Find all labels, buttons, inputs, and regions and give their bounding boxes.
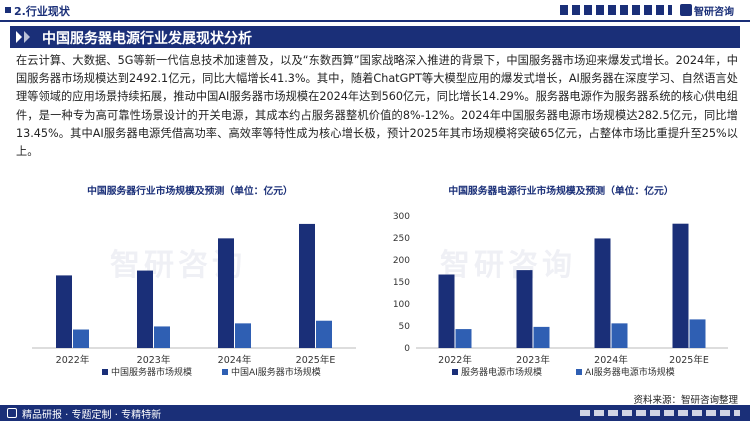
- bar-total: [672, 223, 689, 348]
- chart-title: 中国服务器电源行业市场规模及预测（单位：亿元）: [448, 184, 673, 197]
- bar-ai: [154, 326, 170, 348]
- section-marker-icon: [5, 7, 11, 13]
- bar-total: [516, 270, 533, 348]
- bar-ai: [235, 323, 251, 348]
- x-tick-label: 2022年: [56, 354, 90, 366]
- title-banner: 中国服务器电源行业发展现状分析: [10, 26, 740, 48]
- body-paragraph: 在云计算、大数据、5G等新一代信息技术加速普及，以及“东数西算”国家战略深入推进…: [16, 54, 738, 159]
- chart-svg: 中国服务器行业市场规模及预测（单位：亿元） 2022年 2023年 2024年 2025…: [32, 184, 356, 378]
- y-tick-label: 0: [404, 344, 410, 354]
- y-tick-label: 50: [399, 322, 411, 332]
- chart-server-power-market: 中国服务器电源行业市场规模及预测（单位：亿元） 0 50 100 150 200 250 30…: [380, 180, 742, 390]
- legend-label: 服务器电源市场规模: [461, 366, 542, 378]
- bar-ai: [533, 326, 550, 348]
- legend-swatch: [576, 369, 582, 375]
- legend-swatch: [222, 369, 228, 375]
- bar-ai: [455, 329, 472, 348]
- page-title: 中国服务器电源行业发展现状分析: [42, 31, 252, 47]
- x-tick-label: 2022年: [438, 354, 472, 366]
- bar-total: [218, 238, 234, 348]
- logo-text: 智研咨询: [694, 7, 734, 18]
- bar-ai: [611, 323, 628, 348]
- footer-bar: 精品研报 · 专题定制 · 专精特新: [0, 405, 750, 421]
- bar-total: [594, 238, 611, 348]
- chart-title: 中国服务器行业市场规模及预测（单位：亿元）: [87, 184, 293, 197]
- bar-ai: [316, 320, 332, 348]
- legend-label: 中国AI服务器市场规模: [231, 366, 321, 378]
- y-tick-label: 300: [393, 212, 410, 222]
- header-rule: [0, 20, 750, 22]
- footer-decoration: [580, 410, 740, 416]
- bar-total: [137, 270, 153, 348]
- bar-total: [299, 223, 315, 348]
- footer-text: 精品研报 · 专题定制 · 专精特新: [22, 410, 162, 421]
- logo-icon: [680, 4, 692, 16]
- y-tick-label: 150: [393, 278, 410, 288]
- x-tick-label: 2025年E: [669, 354, 709, 366]
- legend-label: 中国服务器市场规模: [111, 366, 192, 378]
- watermark: 智研咨询: [440, 248, 576, 283]
- bar-total: [56, 275, 72, 348]
- report-icon: [7, 408, 17, 418]
- y-tick-label: 100: [393, 300, 410, 310]
- x-tick-label: 2024年: [594, 354, 628, 366]
- bar-ai: [689, 319, 706, 348]
- x-tick-label: 2023年: [137, 354, 171, 366]
- legend-swatch: [452, 369, 458, 375]
- y-tick-label: 200: [393, 256, 410, 266]
- chart-svg: 中国服务器电源行业市场规模及预测（单位：亿元） 0 50 100 150 200 250 30…: [393, 184, 728, 378]
- source-note: 资料来源：智研咨询整理: [633, 395, 738, 406]
- y-tick-label: 250: [393, 234, 410, 244]
- bar-ai: [73, 329, 89, 348]
- header-decoration: [560, 5, 672, 15]
- x-tick-label: 2025年E: [296, 354, 336, 366]
- top-header: 2.行业现状 智研咨询: [0, 0, 750, 22]
- x-tick-label: 2023年: [516, 354, 550, 366]
- x-tick-label: 2024年: [218, 354, 252, 366]
- section-label: 2.行业现状: [14, 5, 70, 18]
- chevron-right-icon: [16, 31, 30, 43]
- chart-server-market: 中国服务器行业市场规模及预测（单位：亿元） 2022年 2023年 2024年 2025…: [10, 180, 370, 390]
- legend-label: AI服务器电源市场规模: [585, 366, 675, 378]
- logo: 智研咨询: [680, 2, 746, 18]
- bar-total: [438, 274, 455, 348]
- legend-swatch: [102, 369, 108, 375]
